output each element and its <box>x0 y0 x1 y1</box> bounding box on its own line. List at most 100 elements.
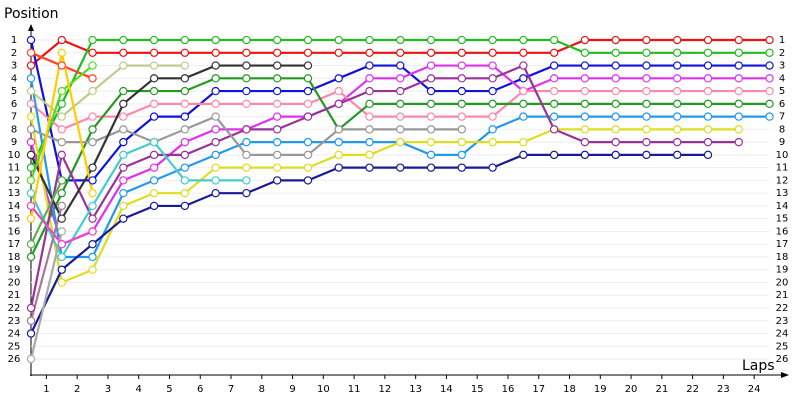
point <box>365 99 374 109</box>
point <box>642 61 651 70</box>
point <box>180 86 190 96</box>
point <box>734 137 743 147</box>
point <box>673 112 682 121</box>
y-tick-label: 22 <box>8 303 21 314</box>
point <box>272 125 282 134</box>
point <box>303 86 313 96</box>
y-tick-label-right: 25 <box>776 341 789 352</box>
point <box>149 74 159 83</box>
point <box>242 188 251 198</box>
point <box>272 61 282 70</box>
point <box>611 48 620 57</box>
series-line <box>29 64 739 309</box>
series-line <box>30 64 308 221</box>
point <box>242 125 251 134</box>
point <box>26 214 36 223</box>
y-tick-label-right: 11 <box>776 163 789 174</box>
point <box>580 99 590 109</box>
point <box>303 163 313 172</box>
point <box>426 48 436 57</box>
point <box>580 74 590 83</box>
point <box>426 99 436 109</box>
point <box>211 176 220 185</box>
point <box>488 48 497 57</box>
point <box>396 99 405 109</box>
point <box>88 240 97 249</box>
point <box>365 86 374 96</box>
point <box>611 61 620 70</box>
point <box>211 137 220 147</box>
point <box>549 74 559 83</box>
point <box>580 35 590 45</box>
point <box>272 99 282 109</box>
point <box>26 176 36 185</box>
point <box>457 48 467 57</box>
y-tick-label-right: 19 <box>776 265 789 276</box>
point <box>303 137 313 147</box>
y-tick-label: 4 <box>11 73 17 84</box>
x-tick-label: 8 <box>259 384 265 395</box>
y-tick-label-right: 9 <box>779 137 785 148</box>
point <box>426 86 436 96</box>
point <box>272 86 282 96</box>
point <box>149 99 159 109</box>
point <box>365 61 374 70</box>
x-tick-label: 16 <box>502 384 515 395</box>
point <box>426 125 436 134</box>
point <box>149 86 159 96</box>
point <box>457 61 467 70</box>
point <box>303 48 313 57</box>
point <box>119 86 128 96</box>
point <box>211 150 220 160</box>
point <box>303 35 313 45</box>
point <box>519 48 528 57</box>
point <box>457 125 467 134</box>
point <box>88 137 97 147</box>
point <box>673 125 682 134</box>
y-tick-label: 5 <box>11 86 17 97</box>
point <box>611 125 620 134</box>
point <box>734 112 743 121</box>
y-tick-label-right: 20 <box>776 277 789 288</box>
point <box>88 61 97 70</box>
point <box>703 48 713 57</box>
y-tick-label: 10 <box>8 150 21 161</box>
point <box>242 61 251 70</box>
point <box>396 125 405 134</box>
y-tick-label: 17 <box>8 239 21 250</box>
y-tick-label-right: 3 <box>779 61 785 72</box>
x-tick-label: 1 <box>43 384 49 395</box>
point <box>180 74 190 83</box>
point <box>519 74 528 83</box>
point <box>119 48 128 57</box>
x-tick-label: 9 <box>289 384 295 395</box>
point <box>180 61 190 70</box>
point <box>272 48 282 57</box>
series-line <box>29 231 63 360</box>
point <box>88 74 97 83</box>
point <box>703 35 713 45</box>
point <box>242 150 251 160</box>
point <box>334 86 343 96</box>
point <box>57 201 66 211</box>
point <box>26 163 36 172</box>
point <box>57 112 66 121</box>
point <box>242 48 251 57</box>
x-tick-label: 4 <box>136 384 142 395</box>
point <box>180 35 190 45</box>
y-tick-label-right: 26 <box>776 354 789 365</box>
point <box>426 112 436 121</box>
point <box>488 163 497 172</box>
point <box>26 329 36 338</box>
point <box>26 35 36 45</box>
point <box>149 163 159 172</box>
point <box>488 112 497 121</box>
point <box>457 86 467 96</box>
point <box>26 240 36 249</box>
point <box>149 188 159 198</box>
point <box>88 48 97 57</box>
x-tick-label: 7 <box>228 384 234 395</box>
point <box>426 74 436 83</box>
point <box>119 150 128 160</box>
y-tick-label: 15 <box>8 214 21 225</box>
